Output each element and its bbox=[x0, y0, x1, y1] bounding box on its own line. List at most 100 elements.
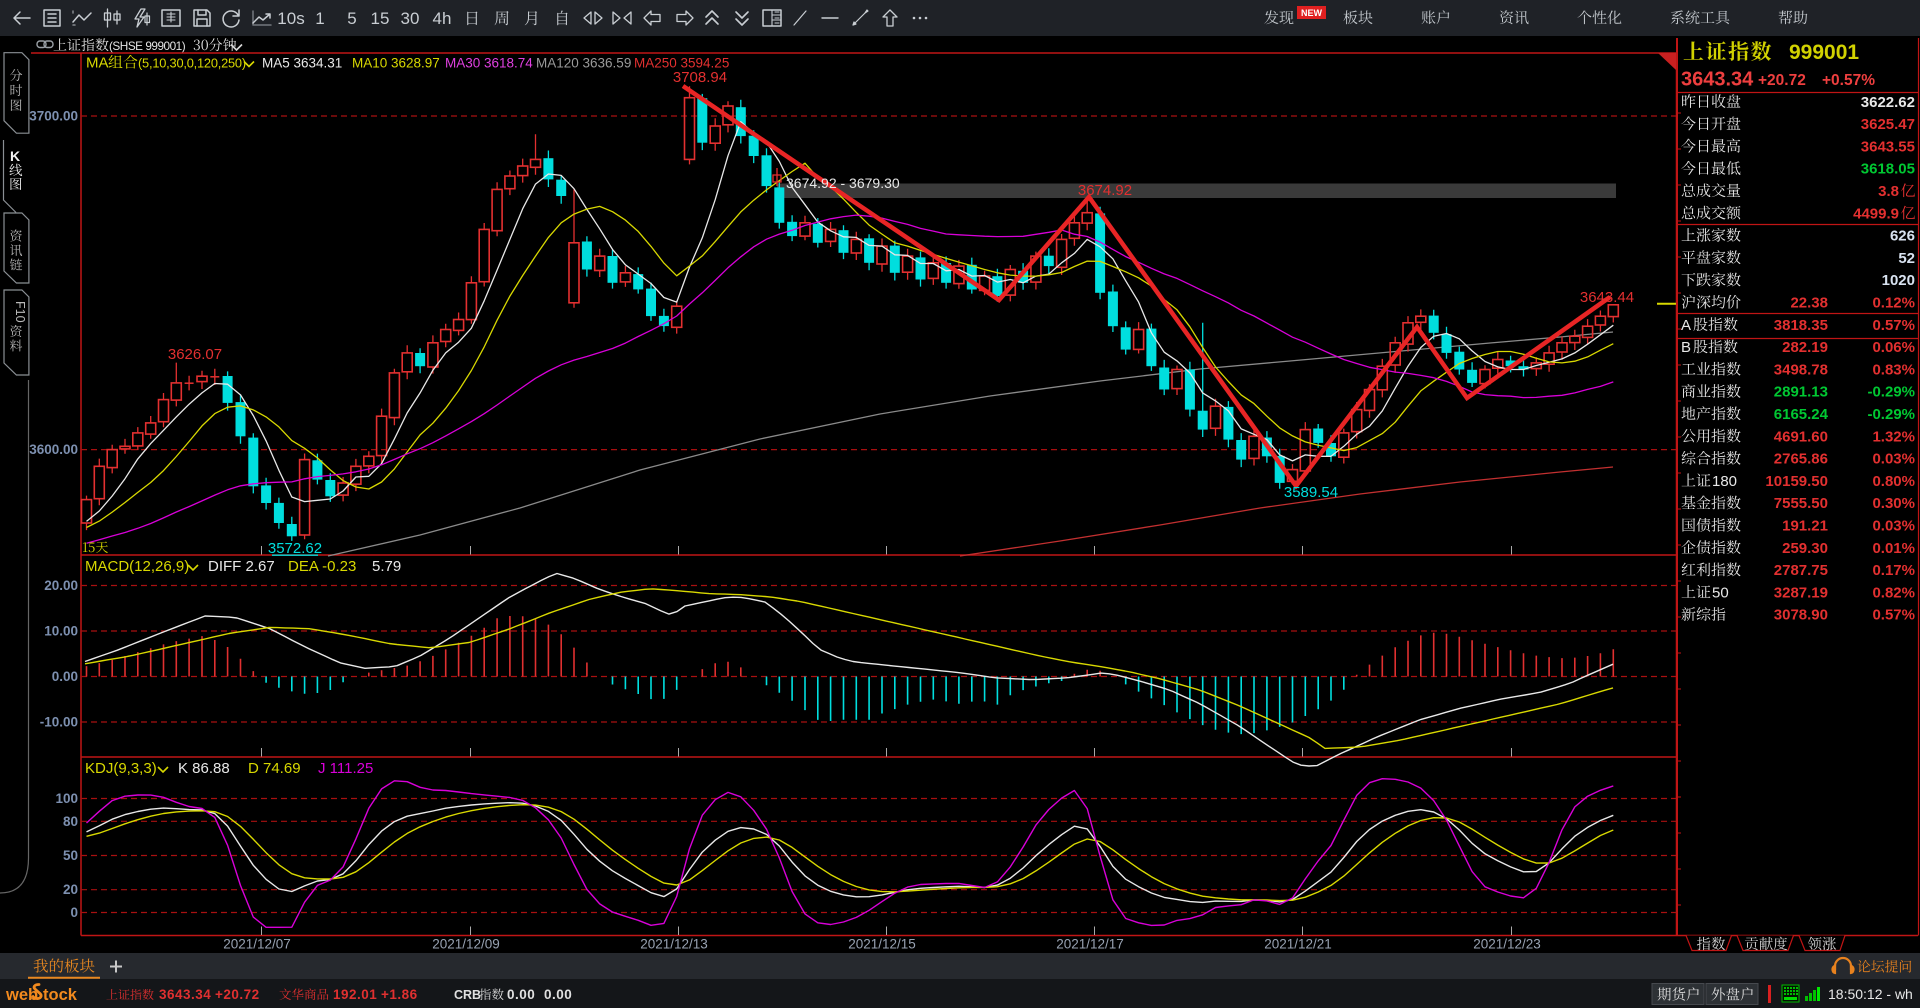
svg-text:1: 1 bbox=[315, 9, 324, 28]
svg-text:3287.19: 3287.19 bbox=[1774, 584, 1828, 601]
svg-text:NEW: NEW bbox=[1301, 8, 1323, 18]
svg-text:K 86.88: K 86.88 bbox=[178, 760, 230, 777]
svg-text:MACD(12,26,9): MACD(12,26,9) bbox=[85, 558, 189, 575]
svg-text:3643.44: 3643.44 bbox=[1580, 289, 1634, 306]
svg-text:MA120 3636.59: MA120 3636.59 bbox=[536, 56, 631, 71]
svg-text:3.8: 3.8 bbox=[1878, 183, 1899, 200]
svg-text:2021/12/15: 2021/12/15 bbox=[848, 937, 916, 952]
svg-text:0.12%: 0.12% bbox=[1872, 295, 1915, 312]
svg-text:MA10 3628.97: MA10 3628.97 bbox=[352, 56, 440, 71]
svg-text:30: 30 bbox=[401, 9, 420, 28]
svg-text:20: 20 bbox=[63, 882, 78, 897]
svg-text:282.19: 282.19 bbox=[1782, 339, 1828, 356]
svg-text:3700.00: 3700.00 bbox=[29, 109, 78, 124]
svg-text:0.82%: 0.82% bbox=[1872, 584, 1915, 601]
svg-text:+1.86: +1.86 bbox=[381, 987, 418, 1002]
svg-text:15: 15 bbox=[371, 9, 390, 28]
svg-text:MA30 3618.74: MA30 3618.74 bbox=[445, 56, 533, 71]
svg-text:-0.29%: -0.29% bbox=[1867, 406, 1915, 423]
svg-text:0.00: 0.00 bbox=[544, 987, 572, 1002]
svg-text:80: 80 bbox=[63, 814, 78, 829]
svg-text:web: web bbox=[5, 986, 38, 1004]
svg-text:10.00: 10.00 bbox=[44, 624, 78, 639]
svg-text:+20.72: +20.72 bbox=[1758, 72, 1806, 89]
svg-text:0.30%: 0.30% bbox=[1872, 495, 1915, 512]
svg-text:F10: F10 bbox=[13, 301, 27, 323]
svg-text:DIFF 2.67: DIFF 2.67 bbox=[208, 558, 275, 575]
svg-text:10159.50: 10159.50 bbox=[1765, 473, 1828, 490]
svg-text:4691.60: 4691.60 bbox=[1774, 428, 1828, 445]
svg-text:6165.24: 6165.24 bbox=[1774, 406, 1829, 423]
svg-text:2787.75: 2787.75 bbox=[1774, 562, 1828, 579]
svg-text:3600.00: 3600.00 bbox=[29, 442, 78, 457]
svg-text:3625.47: 3625.47 bbox=[1861, 116, 1915, 133]
svg-text:4h: 4h bbox=[433, 9, 452, 28]
svg-text:0.03%: 0.03% bbox=[1872, 451, 1915, 468]
svg-text:626: 626 bbox=[1890, 228, 1915, 245]
svg-text:0.06%: 0.06% bbox=[1872, 339, 1915, 356]
svg-text:50: 50 bbox=[63, 848, 78, 863]
svg-text:MA: MA bbox=[86, 55, 109, 72]
svg-text:K: K bbox=[10, 148, 20, 164]
svg-text:7555.50: 7555.50 bbox=[1774, 495, 1828, 512]
svg-text:3708.94: 3708.94 bbox=[673, 69, 727, 86]
svg-text:3818.35: 3818.35 bbox=[1774, 317, 1828, 334]
svg-text:22.38: 22.38 bbox=[1790, 295, 1828, 312]
svg-text:+20.72: +20.72 bbox=[215, 987, 260, 1002]
svg-text:192.01: 192.01 bbox=[333, 987, 377, 1002]
svg-text:MA250 3594.25: MA250 3594.25 bbox=[634, 56, 729, 71]
svg-text:3643.34: 3643.34 bbox=[1681, 69, 1754, 91]
svg-text:2891.13: 2891.13 bbox=[1774, 384, 1828, 401]
svg-text:D 74.69: D 74.69 bbox=[248, 760, 301, 777]
svg-text:MA5 3634.31: MA5 3634.31 bbox=[262, 56, 342, 71]
svg-text:180: 180 bbox=[1712, 473, 1737, 490]
svg-text:A: A bbox=[1681, 317, 1691, 334]
svg-text:0: 0 bbox=[70, 905, 78, 920]
svg-text:2021/12/23: 2021/12/23 bbox=[1473, 937, 1541, 952]
svg-text:2021/12/07: 2021/12/07 bbox=[223, 937, 291, 952]
svg-text:2021/12/21: 2021/12/21 bbox=[1264, 937, 1332, 952]
svg-text:DEA -0.23: DEA -0.23 bbox=[288, 558, 356, 575]
svg-text:3498.78: 3498.78 bbox=[1774, 361, 1828, 378]
svg-text:0.83%: 0.83% bbox=[1872, 361, 1915, 378]
svg-text:KDJ(9,3,3): KDJ(9,3,3) bbox=[85, 760, 157, 777]
svg-text:5: 5 bbox=[347, 9, 356, 28]
svg-text:5.79: 5.79 bbox=[372, 558, 401, 575]
svg-text:3674.92: 3674.92 bbox=[1078, 182, 1132, 199]
svg-text:3622.62: 3622.62 bbox=[1861, 94, 1915, 111]
svg-text:3078.90: 3078.90 bbox=[1774, 607, 1828, 624]
svg-text:3643.55: 3643.55 bbox=[1861, 138, 1915, 155]
svg-text:0.01%: 0.01% bbox=[1872, 540, 1915, 557]
svg-text:J 111.25: J 111.25 bbox=[318, 760, 373, 777]
svg-text:259.30: 259.30 bbox=[1782, 540, 1828, 557]
svg-text:4499.9: 4499.9 bbox=[1853, 205, 1899, 222]
svg-text:B: B bbox=[1681, 339, 1691, 356]
svg-text:3626.07: 3626.07 bbox=[168, 346, 222, 363]
svg-text:0.17%: 0.17% bbox=[1872, 562, 1915, 579]
svg-text:0.00: 0.00 bbox=[52, 669, 78, 684]
svg-text:191.21: 191.21 bbox=[1782, 518, 1828, 535]
svg-text:0.57%: 0.57% bbox=[1872, 317, 1915, 334]
svg-text:3618.05: 3618.05 bbox=[1861, 161, 1915, 178]
svg-text:2021/12/17: 2021/12/17 bbox=[1056, 937, 1124, 952]
svg-text:10s: 10s bbox=[277, 9, 304, 28]
svg-text:2021/12/13: 2021/12/13 bbox=[640, 937, 708, 952]
svg-text:0.00: 0.00 bbox=[507, 987, 535, 1002]
svg-text:52: 52 bbox=[1898, 250, 1915, 267]
svg-text:18:50:12 - wh: 18:50:12 - wh bbox=[1828, 986, 1913, 1002]
svg-text:999001: 999001 bbox=[1789, 41, 1859, 64]
svg-text:+0.57%: +0.57% bbox=[1822, 72, 1875, 89]
svg-text:3643.34: 3643.34 bbox=[159, 987, 211, 1002]
svg-text:2765.86: 2765.86 bbox=[1774, 451, 1828, 468]
svg-text:3589.54: 3589.54 bbox=[1284, 484, 1338, 501]
svg-text:20.00: 20.00 bbox=[44, 578, 78, 593]
svg-text:1020: 1020 bbox=[1882, 272, 1915, 289]
svg-text:tock: tock bbox=[43, 986, 78, 1004]
svg-text:CRB: CRB bbox=[454, 988, 481, 1002]
svg-text:-0.29%: -0.29% bbox=[1867, 384, 1915, 401]
svg-text:(5,10,30,0,120,250): (5,10,30,0,120,250) bbox=[138, 56, 246, 71]
svg-text:(SHSE 999001): (SHSE 999001) bbox=[109, 39, 186, 53]
svg-text:0.03%: 0.03% bbox=[1872, 518, 1915, 535]
svg-text:50: 50 bbox=[1712, 584, 1729, 601]
svg-text:3572.62: 3572.62 bbox=[268, 540, 322, 557]
